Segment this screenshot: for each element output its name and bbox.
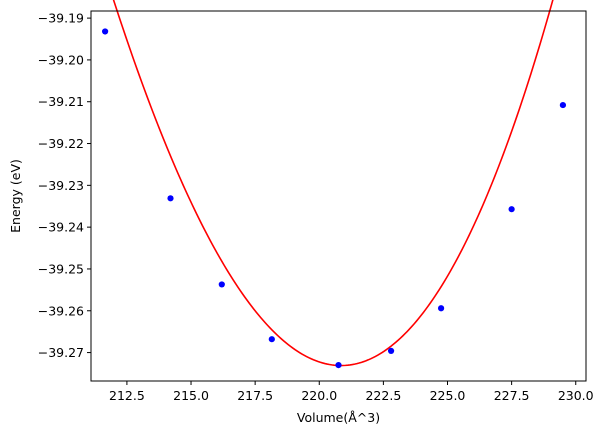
data-point xyxy=(559,101,567,109)
data-point xyxy=(102,28,109,35)
data-point xyxy=(387,347,395,354)
data-point xyxy=(335,362,342,369)
y-tick-label: −39.25 xyxy=(38,261,84,276)
y-tick-label: −39.27 xyxy=(38,345,84,360)
y-tick-label: −39.26 xyxy=(38,303,84,318)
y-tick-label: −39.22 xyxy=(38,136,84,151)
x-tick-label: 222.5 xyxy=(365,388,401,403)
y-tick-label: −39.21 xyxy=(38,94,84,109)
fit-curve xyxy=(112,0,554,367)
x-tick-label: 227.5 xyxy=(494,388,530,403)
x-tick-label: 217.5 xyxy=(237,388,273,403)
data-point xyxy=(268,336,275,343)
x-tick-label: 215.0 xyxy=(173,388,209,403)
y-tick-label: −39.24 xyxy=(38,220,84,235)
x-axis-title: Volume(Å^3) xyxy=(297,410,380,425)
x-tick-label: 220.0 xyxy=(301,388,337,403)
plot-frame xyxy=(90,10,587,382)
data-point xyxy=(508,206,515,213)
fit-curve-layer xyxy=(112,0,554,367)
y-axis-ticks: −39.27 −39.26 −39.25 −39.24 −39.23 −39.22 −39.… xyxy=(38,11,91,360)
x-tick-label: 225.0 xyxy=(430,388,466,403)
y-tick-label: −39.23 xyxy=(38,178,84,193)
y-axis-title: Energy (eV) xyxy=(8,159,23,233)
data-point xyxy=(437,305,445,312)
y-tick-label: −39.20 xyxy=(38,52,84,67)
data-points-layer xyxy=(102,28,567,369)
x-tick-label: 212.5 xyxy=(109,388,145,403)
data-point xyxy=(218,281,225,288)
y-tick-label: −39.19 xyxy=(38,11,84,26)
data-point xyxy=(167,195,174,202)
x-axis-ticks: 212.5 215.0 217.5 220.0 222.5 225.0 227.5 230.0 xyxy=(109,381,594,403)
x-tick-label: 230.0 xyxy=(558,388,594,403)
